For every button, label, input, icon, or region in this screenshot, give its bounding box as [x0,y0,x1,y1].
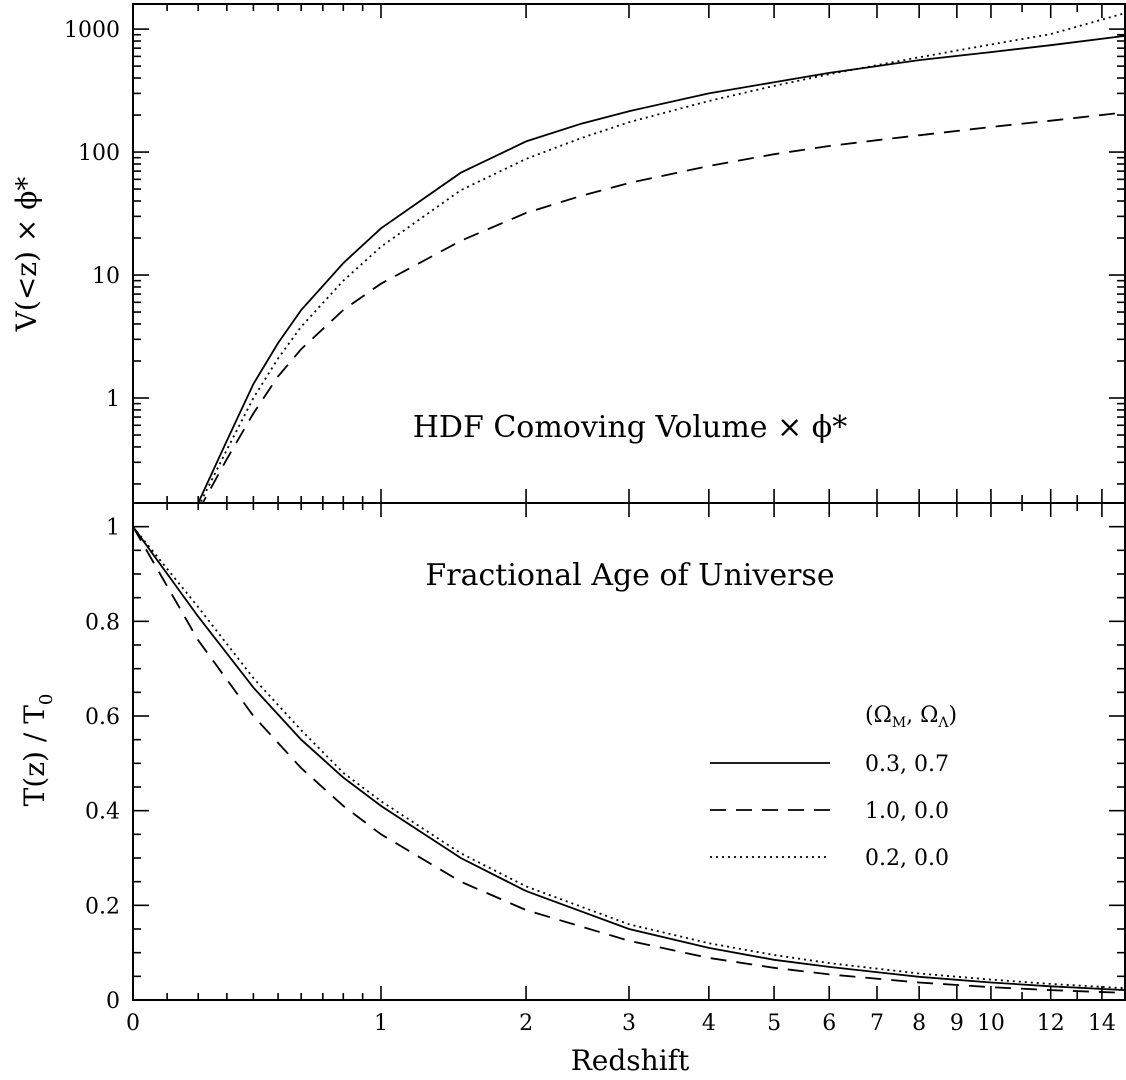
bottom-curve-dotted [132,526,1126,990]
top-curve-solid [197,35,1125,503]
legend-label-solid: 0.3, 0.7 [865,752,949,777]
x-tick-label: 7 [870,1011,884,1036]
x-tick-label: 2 [519,1011,533,1036]
legend: (ΩM, ΩΛ) 0.3, 0.7 1.0, 0.0 0.2, 0.0 [710,703,957,871]
top-y-tick-label: 1000 [64,18,120,43]
bottom-curve-solid [132,526,1126,991]
legend-label-dashed: 1.0, 0.0 [865,799,949,824]
bottom-y-axis-label-text: T(z) / T [18,705,51,807]
x-tick-label: 5 [767,1011,781,1036]
x-tick-label: 4 [702,1011,716,1036]
bottom-curve-dashed [132,526,1126,994]
top-y-tick-label: 1 [106,387,120,412]
top-panel: 1 10 100 1000 HDF Comoving Volume × ϕ* V(<z… [10,3,1126,504]
legend-title-sub2: Λ [937,715,949,731]
x-tick-label: 8 [912,1011,926,1036]
x-tick-label: 12 [1037,1011,1065,1036]
bottom-y-tick-label: 0.4 [85,800,120,825]
bottom-panel-title: Fractional Age of Universe [425,558,834,593]
legend-title: (ΩM, ΩΛ) [865,703,957,731]
top-y-axis-label: V(<z) × ϕ* [10,177,43,333]
x-tick-label: 14 [1088,1011,1116,1036]
x-tick-label: 3 [622,1011,636,1036]
x-tick-label: 1 [374,1011,388,1036]
x-tick-label: 10 [977,1011,1005,1036]
bottom-y-tick-label: 0.2 [85,894,120,919]
bottom-y-axis-label-subscript: 0 [36,694,57,705]
top-y-tick-label: 100 [78,141,120,166]
top-curves [197,12,1125,503]
legend-title-part1: (Ω [865,703,892,728]
x-tick-label: 9 [950,1011,964,1036]
bottom-curves [132,526,1126,994]
bottom-y-tick-label: 0 [106,989,120,1014]
legend-title-sub1: M [892,715,906,731]
x-axis-label: Redshift [571,1044,690,1077]
x-tick-label: 0 [126,1011,140,1036]
top-curve-dotted [199,12,1125,503]
bottom-y-tick-label: 1 [106,516,120,541]
bottom-y-axis-label: T(z) / T0 [18,694,57,807]
legend-label-dotted: 0.2, 0.0 [865,846,949,871]
x-tick-label: 6 [822,1011,836,1036]
top-y-tick-label: 10 [92,264,120,289]
legend-title-part3: ) [949,703,958,728]
top-curve-dashed [201,111,1125,503]
legend-title-part2: , Ω [906,703,938,728]
top-y-axis-label-text: V(<z) × ϕ* [10,177,43,333]
bottom-y-tick-label: 0.8 [85,610,120,635]
top-panel-title: HDF Comoving Volume × ϕ* [413,410,847,445]
bottom-y-tick-label: 0.6 [85,705,120,730]
top-ticks: 1 10 100 1000 [64,4,1126,503]
